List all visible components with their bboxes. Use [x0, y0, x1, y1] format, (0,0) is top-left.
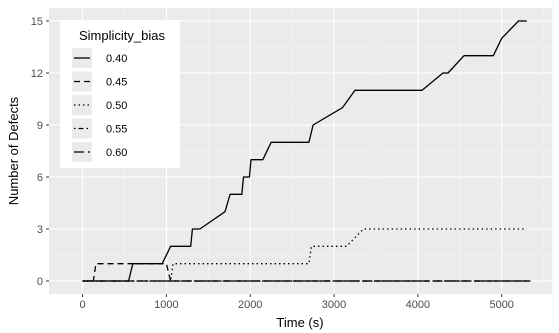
- x-tick-label: 4000: [406, 299, 430, 311]
- y-tick-label: 6: [37, 172, 43, 184]
- x-axis-title: Time (s): [276, 315, 323, 330]
- x-axis-ticks: 0 1000 2000 3000 4000 5000: [79, 294, 514, 311]
- legend-label-0.45: 0.45: [106, 77, 127, 89]
- x-tick-label: 3000: [322, 299, 346, 311]
- legend-key-background: [72, 71, 92, 92]
- x-tick-label: 5000: [489, 299, 513, 311]
- legend: Simplicity_bias 0.40 0.45 0.50 0.55 0.60: [60, 20, 180, 168]
- y-tick-label: 15: [31, 16, 43, 28]
- y-tick-label: 3: [37, 224, 43, 236]
- y-axis-title: Number of Defects: [6, 96, 21, 205]
- legend-items: 0.40 0.45 0.50 0.55 0.60: [72, 48, 127, 162]
- x-tick-label: 2000: [238, 299, 262, 311]
- legend-title: Simplicity_bias: [79, 28, 165, 43]
- series-line-0.50: [82, 228, 527, 282]
- series-line-0.45: [82, 263, 531, 282]
- y-tick-label: 12: [31, 68, 43, 80]
- legend-label-0.50: 0.50: [106, 100, 127, 112]
- legend-key-background: [72, 95, 92, 115]
- series-line-0.40: [82, 20, 527, 282]
- legend-label-0.55: 0.55: [106, 124, 127, 136]
- y-axis-ticks: 0 3 6 9 12 15: [31, 16, 49, 288]
- x-tick-label: 1000: [154, 299, 178, 311]
- y-tick-label: 9: [37, 120, 43, 132]
- y-tick-label: 0: [37, 276, 43, 288]
- x-tick-label: 0: [79, 299, 85, 311]
- legend-label-0.40: 0.40: [106, 53, 127, 65]
- series-lines: [82, 20, 531, 282]
- legend-label-0.60: 0.60: [106, 147, 127, 159]
